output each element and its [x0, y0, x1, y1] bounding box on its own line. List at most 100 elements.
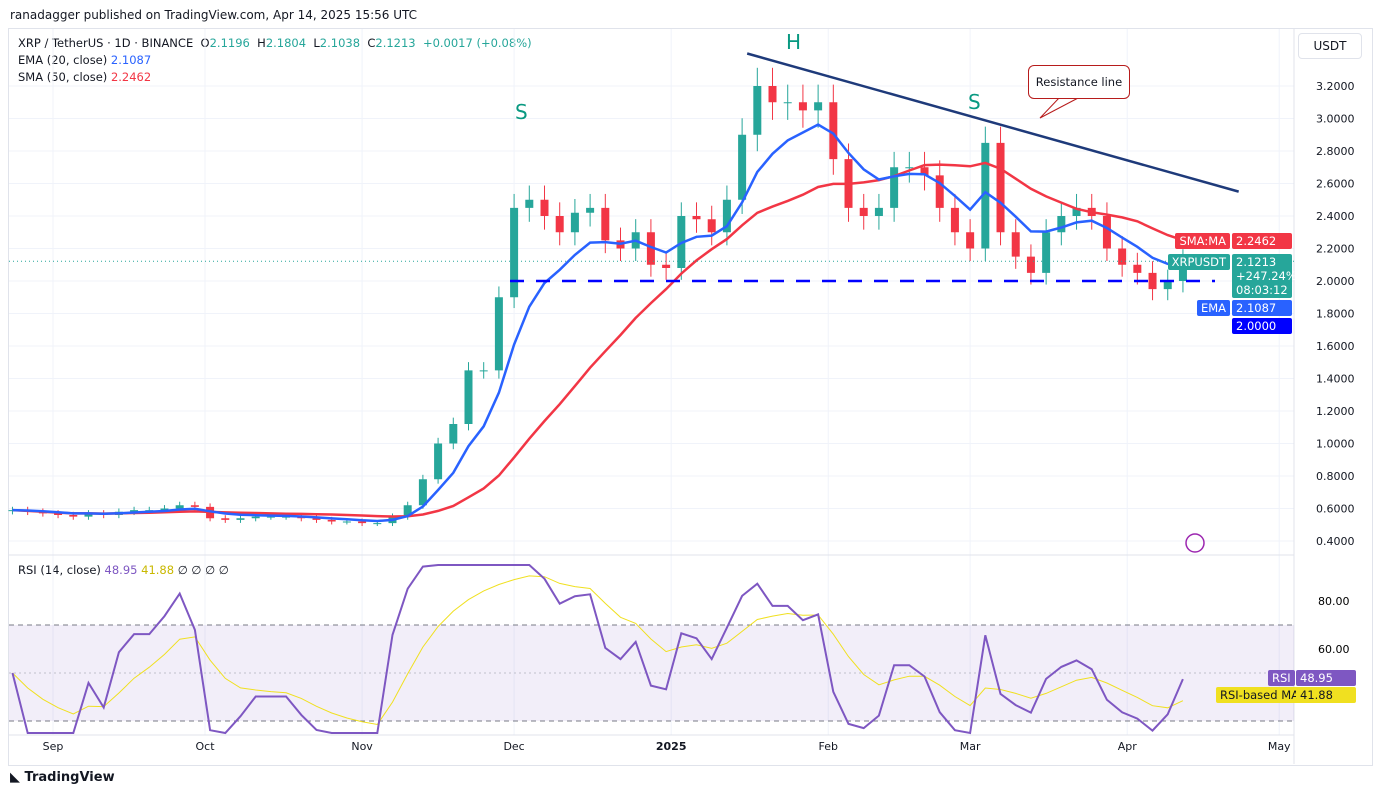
candle-body	[996, 142, 1005, 233]
candle-body	[342, 521, 351, 523]
y-tick-label: 0.8000	[1316, 470, 1355, 483]
x-tick-label: Sep	[43, 740, 64, 753]
candle-body	[920, 167, 929, 176]
tradingview-logo[interactable]: ◣ TradingView	[10, 770, 115, 785]
candle-body	[221, 518, 230, 520]
rsi-tag-name: RSI	[1268, 670, 1295, 686]
candle-body	[798, 102, 807, 111]
candle-body	[722, 199, 731, 233]
x-tick-label: Nov	[351, 740, 373, 753]
close-value: 2.1213	[375, 36, 416, 50]
x-tick-label: Mar	[960, 740, 981, 753]
candle-body	[175, 505, 184, 509]
resistance-trendline	[746, 52, 1240, 193]
candle-body	[251, 516, 260, 519]
candle-body	[418, 479, 427, 506]
candle-body	[84, 513, 93, 517]
y-tick-label: 2.0000	[1316, 275, 1355, 288]
annotation-right-shoulder: S	[968, 90, 981, 114]
candle-body	[935, 175, 944, 208]
candle-body	[130, 510, 139, 512]
annotation-head: H	[786, 30, 802, 54]
publish-info: ranadagger published on TradingView.com,…	[10, 8, 418, 22]
candle-body	[859, 207, 868, 216]
rsi-tick-label: 60.00	[1318, 643, 1350, 656]
candle-body	[905, 167, 914, 169]
rsi-ma-value: 41.88	[141, 563, 175, 577]
candle-body	[449, 424, 458, 444]
candle-body	[707, 219, 716, 233]
resistance-callout[interactable]: Resistance line	[1028, 65, 1130, 99]
candle-body	[692, 216, 701, 220]
x-tick-label: May	[1268, 740, 1291, 753]
brand-name: TradingView	[24, 770, 115, 785]
y-tick-label: 2.6000	[1316, 178, 1355, 191]
x-tick-label: Apr	[1118, 740, 1138, 753]
open-value: 2.1196	[209, 36, 250, 50]
y-tick-label: 1.8000	[1316, 308, 1355, 321]
y-tick-label: 0.4000	[1316, 535, 1355, 548]
candle-body	[555, 216, 564, 233]
candle-body	[646, 232, 655, 265]
last-price: 2.1213	[1236, 255, 1277, 269]
rsima-tag-name: RSI-based MA	[1216, 687, 1303, 703]
bar-countdown: 08:03:12	[1236, 283, 1288, 297]
ema-value: 2.1087	[110, 53, 152, 67]
candle-body	[464, 370, 473, 424]
y-tick-label: 1.6000	[1316, 340, 1355, 353]
candle-body	[1163, 281, 1172, 290]
legend: XRP / TetherUS · 1D · BINANCE O2.1196 H2…	[18, 36, 532, 84]
candle-body	[601, 207, 610, 241]
candle-body	[434, 443, 443, 480]
candle-body	[966, 232, 975, 249]
symbol-title: XRP / TetherUS · 1D · BINANCE	[18, 36, 194, 50]
candle-body	[1011, 232, 1020, 257]
candle-body	[1178, 261, 1187, 281]
candle-body	[586, 207, 595, 213]
rsi-tick-label: 80.00	[1318, 595, 1350, 608]
annotation-left-shoulder: S	[515, 100, 528, 124]
rsi-tag-value: 48.95	[1296, 670, 1356, 686]
y-tick-label: 2.4000	[1316, 210, 1355, 223]
candle-body	[753, 86, 762, 135]
y-tick-label: 1.0000	[1316, 438, 1355, 451]
candle-body	[890, 167, 899, 208]
rsi-value: 48.95	[104, 563, 138, 577]
candle-body	[190, 505, 199, 507]
x-tick-label: Oct	[195, 740, 215, 753]
rsi-legend: RSI (14, close) 48.95 41.88 ∅ ∅ ∅ ∅	[18, 563, 229, 577]
y-tick-label: 2.8000	[1316, 145, 1355, 158]
candle-body	[950, 207, 959, 233]
currency-button[interactable]: USDT	[1298, 33, 1362, 59]
lightning-icon	[1185, 533, 1205, 553]
x-tick-label: 2025	[656, 740, 687, 753]
rsi-line	[11, 564, 1184, 735]
candle-body	[236, 518, 245, 520]
rsi-extra: ∅ ∅ ∅ ∅	[177, 563, 229, 577]
candle-body	[874, 207, 883, 216]
y-tick-label: 0.6000	[1316, 503, 1355, 516]
symbol-tag-name: XRPUSDT	[1167, 254, 1230, 270]
high-value: 2.1804	[265, 36, 307, 50]
candle-body	[768, 86, 777, 103]
y-tick-label: 3.0000	[1316, 113, 1355, 126]
logo-icon: ◣	[10, 770, 20, 785]
sma-label: SMA (50, close)	[18, 70, 108, 84]
symbol-tag: 2.1213 +247.24% 08:03:12	[1232, 254, 1297, 298]
candle-body	[1026, 256, 1035, 273]
y-tick-label: 3.2000	[1316, 80, 1355, 93]
candle-body	[327, 519, 336, 522]
y-tick-label: 1.4000	[1316, 373, 1355, 386]
y-tick-label: 1.2000	[1316, 405, 1355, 418]
candle-body	[662, 264, 671, 268]
rsi-label: RSI (14, close)	[18, 563, 101, 577]
candle-body	[525, 199, 534, 208]
candle-body	[829, 102, 838, 160]
candle-body	[266, 516, 275, 518]
callout-pointer	[1039, 96, 1081, 119]
level-tag: 2.0000	[1232, 318, 1292, 334]
candle-body	[1133, 264, 1142, 273]
candle-body	[570, 212, 579, 233]
rsi-ma-line	[12, 575, 1184, 726]
